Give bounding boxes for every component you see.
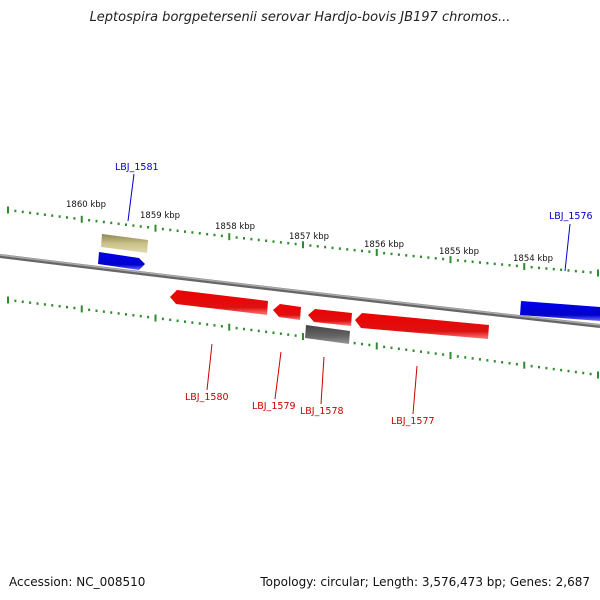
gene-label-lbj-1578[interactable]: LBJ_1578 <box>300 406 344 417</box>
lbj-1581-leader-line <box>127 173 135 222</box>
gene-lbj-1579-arrow[interactable] <box>273 304 301 320</box>
lbj-1579-leader-line <box>274 351 282 400</box>
gene-label-lbj-1577[interactable]: LBJ_1577 <box>391 416 435 427</box>
gene-lbj-1578-arrow[interactable] <box>308 309 352 326</box>
gene-lbj-1581-arrow[interactable] <box>98 252 145 270</box>
lbj-1578-leader-line <box>320 356 325 405</box>
gene-lbj-1581-other-feature[interactable] <box>101 234 148 253</box>
scale-label-1857-kbp: 1857 kbp <box>289 232 329 242</box>
gene-label-lbj-1579[interactable]: LBJ_1579 <box>252 401 296 412</box>
gene-lbj-1580-arrow[interactable] <box>170 290 268 315</box>
gene-label-lbj-1580[interactable]: LBJ_1580 <box>185 392 229 403</box>
upper-tick-ring <box>7 206 599 277</box>
scale-labels: 1860 kbp 1859 kbp 1858 kbp 1857 kbp 1856 kbp… <box>66 200 553 264</box>
gene-lbj-1578-pseudo-feature[interactable] <box>305 325 350 344</box>
lower-tick-ring <box>7 296 599 379</box>
lbj-1576-leader-line <box>564 223 571 272</box>
scale-label-1854-kbp: 1854 kbp <box>513 254 553 264</box>
scale-label-1860-kbp: 1860 kbp <box>66 200 106 210</box>
chromosome-backbone-highlight <box>0 254 600 326</box>
scale-label-1859-kbp: 1859 kbp <box>140 211 180 221</box>
accession-label: Accession: NC_008510 <box>9 575 146 589</box>
lbj-1580-leader-line <box>206 343 213 391</box>
scale-label-1855-kbp: 1855 kbp <box>439 247 479 257</box>
scale-label-1856-kbp: 1856 kbp <box>364 240 404 250</box>
chromosome-backbone <box>0 254 600 328</box>
gene-lbj-1576-arrow[interactable] <box>520 301 600 321</box>
scale-label-1858-kbp: 1858 kbp <box>215 222 255 232</box>
chromosome-title: Leptospira borgpetersenii serovar Hardjo… <box>89 10 511 25</box>
gene-lbj-1577-arrow[interactable] <box>355 313 489 339</box>
lbj-1577-leader-line <box>412 365 418 415</box>
gene-label-lbj-1576[interactable]: LBJ_1576 <box>549 211 593 222</box>
topology-summary: Topology: circular; Length: 3,576,473 bp… <box>260 575 590 589</box>
gene-label-lbj-1581[interactable]: LBJ_1581 <box>115 162 159 173</box>
